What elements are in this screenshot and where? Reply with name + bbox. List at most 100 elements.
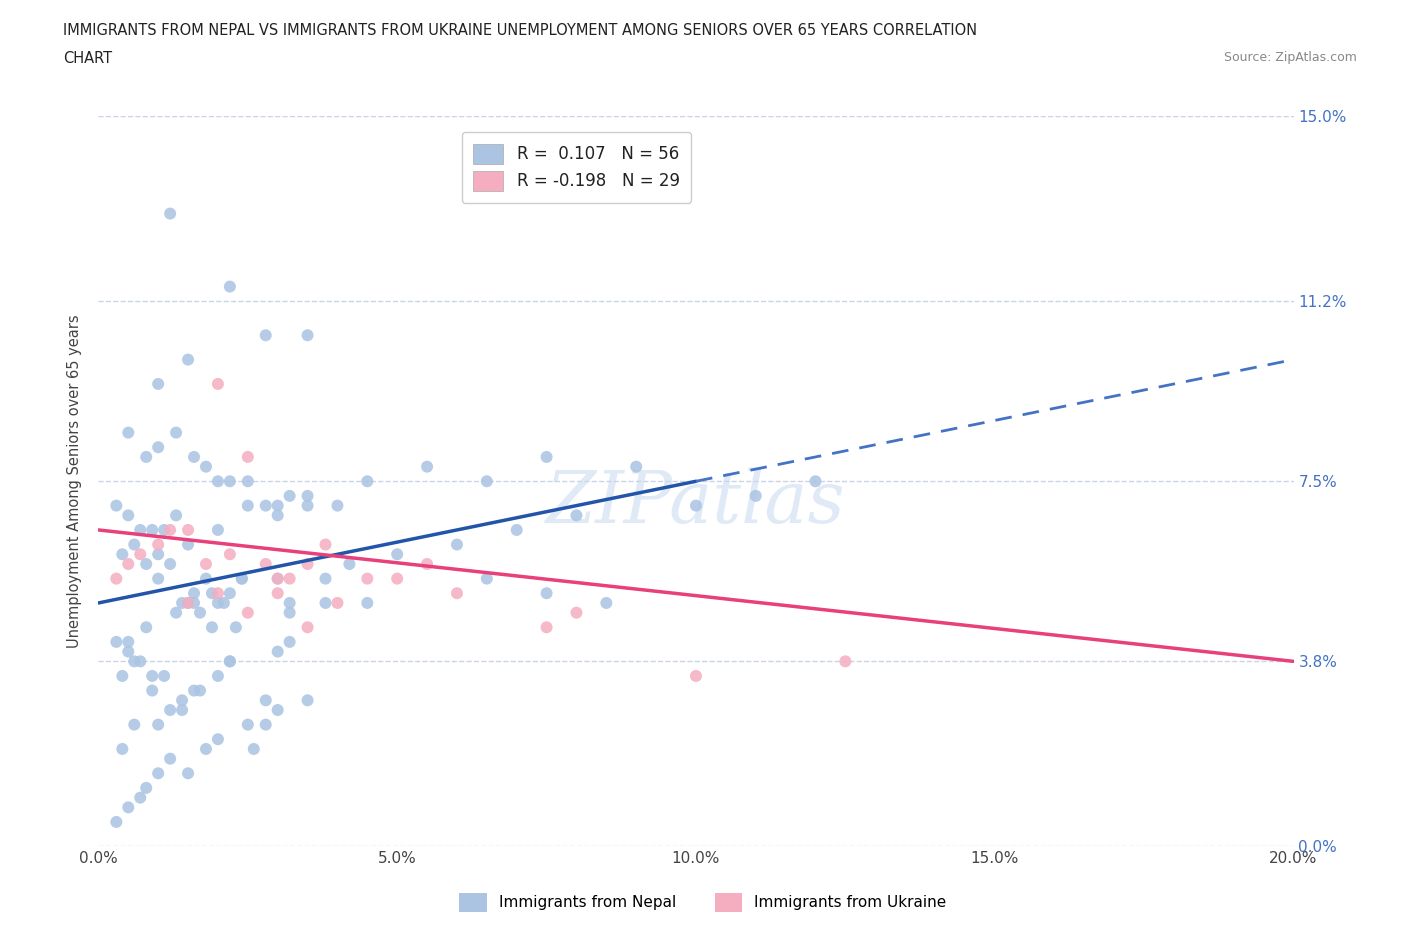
Point — [159, 523, 181, 538]
Point — [159, 751, 181, 766]
Point — [183, 586, 205, 601]
Point — [626, 459, 648, 474]
Point — [148, 440, 170, 455]
Point — [267, 586, 290, 601]
Point — [129, 654, 152, 669]
Point — [172, 595, 194, 610]
Point — [236, 474, 259, 489]
Point — [105, 815, 128, 830]
Point — [416, 556, 439, 571]
Point — [565, 605, 588, 620]
Point — [141, 523, 163, 538]
Point — [183, 449, 205, 464]
Point — [177, 595, 200, 610]
Point — [117, 634, 139, 649]
Point — [135, 556, 157, 571]
Point — [745, 488, 768, 503]
Point — [124, 538, 146, 552]
Point — [243, 741, 266, 756]
Legend: R =  0.107   N = 56, R = -0.198   N = 29: R = 0.107 N = 56, R = -0.198 N = 29 — [461, 132, 692, 203]
Point — [236, 605, 259, 620]
Point — [165, 425, 187, 440]
Point — [278, 595, 301, 610]
Point — [207, 474, 229, 489]
Point — [117, 425, 139, 440]
Point — [207, 377, 229, 392]
Point — [135, 780, 157, 795]
Point — [148, 377, 170, 392]
Point — [356, 595, 378, 610]
Point — [129, 790, 152, 805]
Text: ZIPatlas: ZIPatlas — [546, 468, 846, 538]
Point — [117, 508, 139, 523]
Point — [183, 684, 205, 698]
Point — [219, 654, 242, 669]
Point — [236, 717, 259, 732]
Point — [219, 279, 242, 294]
Point — [267, 508, 290, 523]
Text: Source: ZipAtlas.com: Source: ZipAtlas.com — [1223, 51, 1357, 64]
Point — [834, 654, 856, 669]
Point — [254, 498, 277, 513]
Point — [297, 556, 319, 571]
Point — [236, 449, 259, 464]
Point — [326, 595, 349, 610]
Point — [236, 498, 259, 513]
Point — [111, 669, 134, 684]
Point — [254, 328, 277, 343]
Point — [595, 595, 617, 610]
Point — [685, 498, 707, 513]
Point — [385, 571, 409, 586]
Point — [267, 571, 290, 586]
Point — [188, 684, 211, 698]
Point — [315, 595, 337, 610]
Point — [267, 571, 290, 586]
Point — [219, 586, 242, 601]
Point — [207, 595, 229, 610]
Point — [105, 571, 128, 586]
Point — [315, 538, 337, 552]
Point — [141, 684, 163, 698]
Point — [254, 556, 277, 571]
Point — [153, 523, 176, 538]
Point — [219, 654, 242, 669]
Point — [207, 586, 229, 601]
Point — [124, 717, 146, 732]
Point — [267, 644, 290, 659]
Point — [207, 732, 229, 747]
Text: CHART: CHART — [63, 51, 112, 66]
Point — [297, 620, 319, 635]
Point — [195, 741, 218, 756]
Point — [201, 620, 224, 635]
Point — [267, 702, 290, 717]
Point — [177, 352, 200, 367]
Point — [804, 474, 827, 489]
Point — [536, 586, 558, 601]
Point — [297, 498, 319, 513]
Point — [129, 523, 152, 538]
Point — [135, 449, 157, 464]
Point — [231, 571, 253, 586]
Point — [326, 498, 349, 513]
Point — [506, 523, 529, 538]
Point — [129, 547, 152, 562]
Point — [148, 538, 170, 552]
Point — [385, 547, 409, 562]
Point — [475, 571, 498, 586]
Point — [446, 538, 468, 552]
Point — [565, 508, 588, 523]
Point — [159, 556, 181, 571]
Point — [124, 654, 146, 669]
Point — [183, 595, 205, 610]
Point — [267, 498, 290, 513]
Point — [148, 571, 170, 586]
Point — [141, 669, 163, 684]
Point — [177, 538, 200, 552]
Point — [188, 605, 211, 620]
Point — [177, 766, 200, 781]
Point — [297, 328, 319, 343]
Point — [278, 488, 301, 503]
Point — [254, 717, 277, 732]
Point — [195, 556, 218, 571]
Point — [475, 474, 498, 489]
